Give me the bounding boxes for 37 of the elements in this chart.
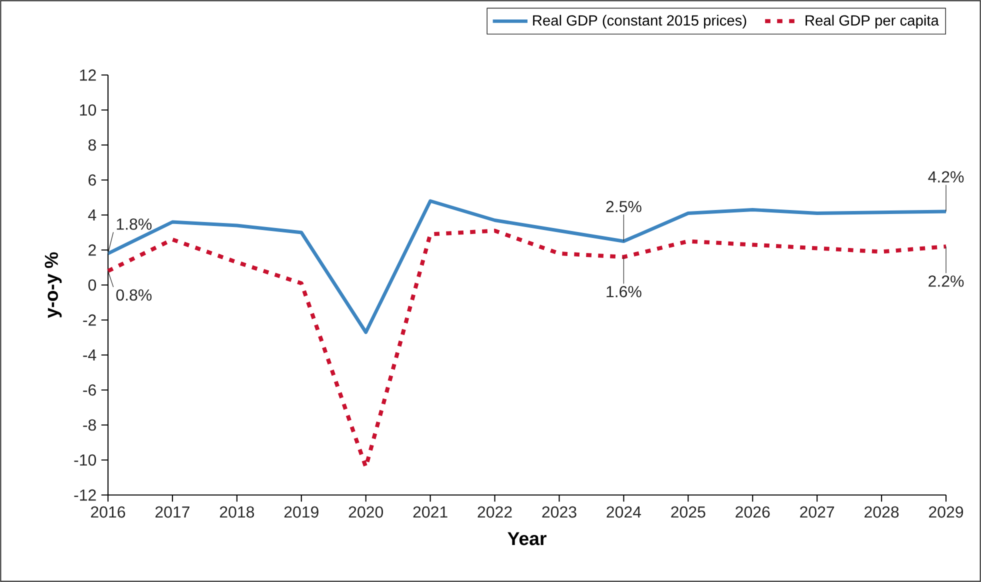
annotation: 1.6% <box>606 286 642 298</box>
annotation: 2.2% <box>928 276 964 287</box>
annotation: 0.8% <box>116 289 152 301</box>
x-tick-label: 2023 <box>542 506 576 518</box>
y-tick-label: -4 <box>83 350 96 361</box>
x-tick-label: 2017 <box>155 506 190 518</box>
x-tick-label: 2018 <box>220 506 254 518</box>
y-axis-title: y-o-y % <box>44 252 62 318</box>
x-tick-label: 2028 <box>864 506 899 518</box>
y-tick-label: 2 <box>88 244 96 256</box>
annotation: 1.8% <box>116 218 152 230</box>
x-tick-label: 2020 <box>348 506 384 518</box>
x-tick-label: 2029 <box>929 506 964 518</box>
y-tick-label: 12 <box>80 69 96 81</box>
y-tick-label: 10 <box>80 104 96 116</box>
y-tick-label: 8 <box>88 139 96 151</box>
annotation: 2.5% <box>606 200 642 212</box>
y-tick-label: 0 <box>88 279 96 291</box>
x-tick-label: 2022 <box>478 506 512 518</box>
y-tick-label: 4 <box>88 210 96 220</box>
legend-label: Real GDP per capita <box>806 14 939 29</box>
legend-label: Real GDP (constant 2015 prices) <box>533 14 746 29</box>
x-tick-label: 2021 <box>413 506 448 518</box>
y-tick-label: -8 <box>83 419 96 431</box>
x-tick-label: 2024 <box>606 506 642 518</box>
y-tick-label: -2 <box>83 314 96 326</box>
x-tick-label: 2027 <box>800 506 834 518</box>
annotation: 4.2% <box>928 171 964 182</box>
y-tick-label: 6 <box>88 174 96 186</box>
x-axis-title: Year <box>508 532 546 546</box>
y-tick-label: -12 <box>74 489 96 501</box>
x-tick-label: 2019 <box>284 506 318 518</box>
y-tick-label: -10 <box>74 454 96 466</box>
x-tick-label: 2025 <box>671 506 706 518</box>
x-tick-label: 2016 <box>91 506 126 518</box>
y-tick-label: -6 <box>83 384 96 396</box>
x-tick-label: 2026 <box>736 506 770 518</box>
